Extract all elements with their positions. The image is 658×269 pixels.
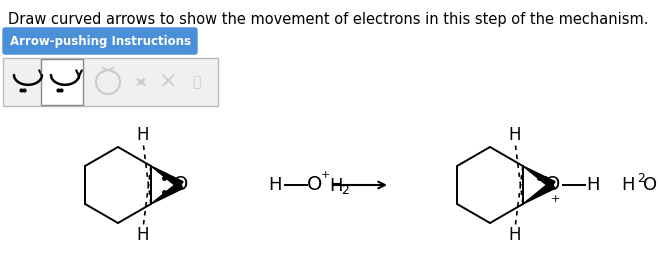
Text: H: H xyxy=(509,126,521,144)
FancyBboxPatch shape xyxy=(3,28,197,54)
Text: H: H xyxy=(329,177,343,195)
Text: 2: 2 xyxy=(341,183,349,196)
Text: +: + xyxy=(551,194,561,204)
Text: ⬛: ⬛ xyxy=(192,75,200,89)
Text: O: O xyxy=(545,175,561,194)
Text: H: H xyxy=(137,126,149,144)
Text: H: H xyxy=(586,176,599,194)
Text: H: H xyxy=(137,226,149,244)
Polygon shape xyxy=(151,166,183,188)
Text: H: H xyxy=(268,176,282,194)
Text: 2: 2 xyxy=(637,172,645,185)
Text: O: O xyxy=(173,175,189,194)
Text: Arrow-pushing Instructions: Arrow-pushing Instructions xyxy=(9,34,191,48)
Polygon shape xyxy=(523,166,555,188)
FancyBboxPatch shape xyxy=(41,59,83,105)
Text: H: H xyxy=(621,176,635,194)
Text: O: O xyxy=(643,176,657,194)
Text: O: O xyxy=(307,175,322,194)
Text: Draw curved arrows to show the movement of electrons in this step of the mechani: Draw curved arrows to show the movement … xyxy=(8,12,649,27)
Text: ×: × xyxy=(159,72,177,92)
Polygon shape xyxy=(523,182,555,204)
Text: +: + xyxy=(320,170,330,180)
Polygon shape xyxy=(151,182,183,204)
Text: H: H xyxy=(509,226,521,244)
FancyBboxPatch shape xyxy=(3,58,218,106)
